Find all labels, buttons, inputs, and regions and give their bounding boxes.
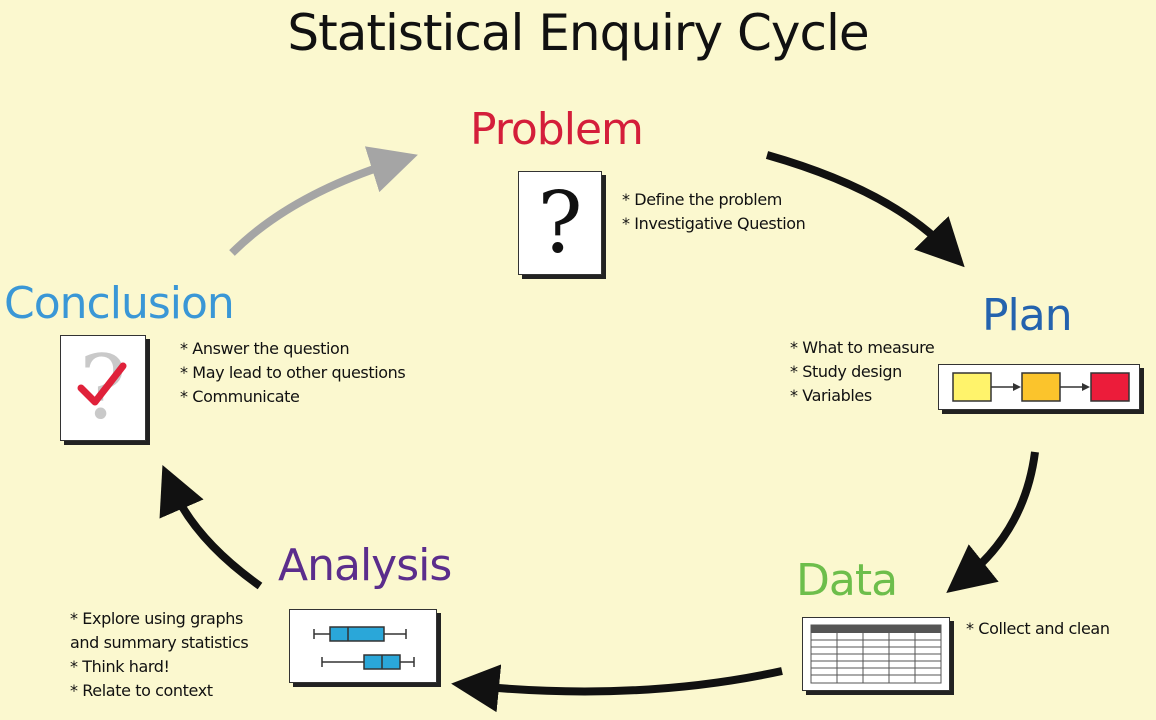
- problem-title: Problem: [470, 104, 644, 155]
- problem-bullet-1: Define the problem: [622, 188, 805, 212]
- analysis-bullet-3: Relate to context: [70, 679, 248, 703]
- plan-bullets: What to measure Study design Variables: [790, 336, 934, 408]
- flow-boxes-icon: [938, 364, 1140, 410]
- conclusion-bullet-1: Answer the question: [180, 337, 405, 361]
- boxplot-icon: [289, 609, 437, 683]
- data-bullets: Collect and clean: [966, 617, 1110, 641]
- arrow-plan-to-data: [946, 451, 1039, 593]
- problem-bullets: Define the problem Investigative Questio…: [622, 188, 805, 236]
- arrow-conclusion-to-problem: [229, 146, 418, 256]
- analysis-bullets: Explore using graphs and summary statist…: [70, 607, 249, 703]
- plan-bullet-3: Variables: [790, 384, 934, 408]
- plan-title: Plan: [982, 290, 1073, 341]
- plan-bullet-2: Study design: [790, 360, 934, 384]
- analysis-bullet-1: Explore using graphs: [70, 607, 248, 631]
- conclusion-bullets: Answer the question May lead to other qu…: [180, 337, 405, 409]
- diagram-title: Statistical Enquiry Cycle: [287, 4, 869, 62]
- problem-bullet-2: Investigative Question: [622, 212, 805, 236]
- arrow-problem-to-plan: [765, 151, 965, 268]
- data-bullet-1: Collect and clean: [966, 617, 1110, 641]
- analysis-bullet-2: Think hard!: [70, 655, 248, 679]
- table-grid-icon: [802, 617, 950, 691]
- data-title: Data: [796, 555, 898, 606]
- question-check-icon: ?: [60, 335, 146, 441]
- conclusion-bullet-3: Communicate: [180, 385, 405, 409]
- arrow-data-to-analysis: [451, 664, 783, 713]
- analysis-title: Analysis: [278, 540, 452, 591]
- conclusion-bullet-2: May lead to other questions: [180, 361, 405, 385]
- question-mark-icon: ?: [518, 171, 602, 275]
- analysis-bullet-1-cont: and summary statistics: [70, 633, 249, 652]
- arrow-analysis-to-conclusion: [159, 464, 263, 590]
- conclusion-title: Conclusion: [4, 278, 235, 329]
- plan-bullet-1: What to measure: [790, 336, 934, 360]
